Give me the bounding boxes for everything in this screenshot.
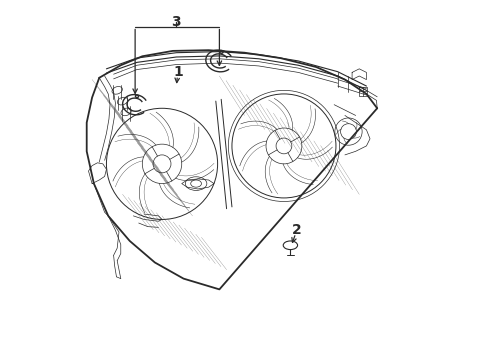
Text: 2: 2	[291, 223, 301, 237]
Text: 1: 1	[173, 66, 183, 80]
Text: 3: 3	[171, 15, 181, 29]
